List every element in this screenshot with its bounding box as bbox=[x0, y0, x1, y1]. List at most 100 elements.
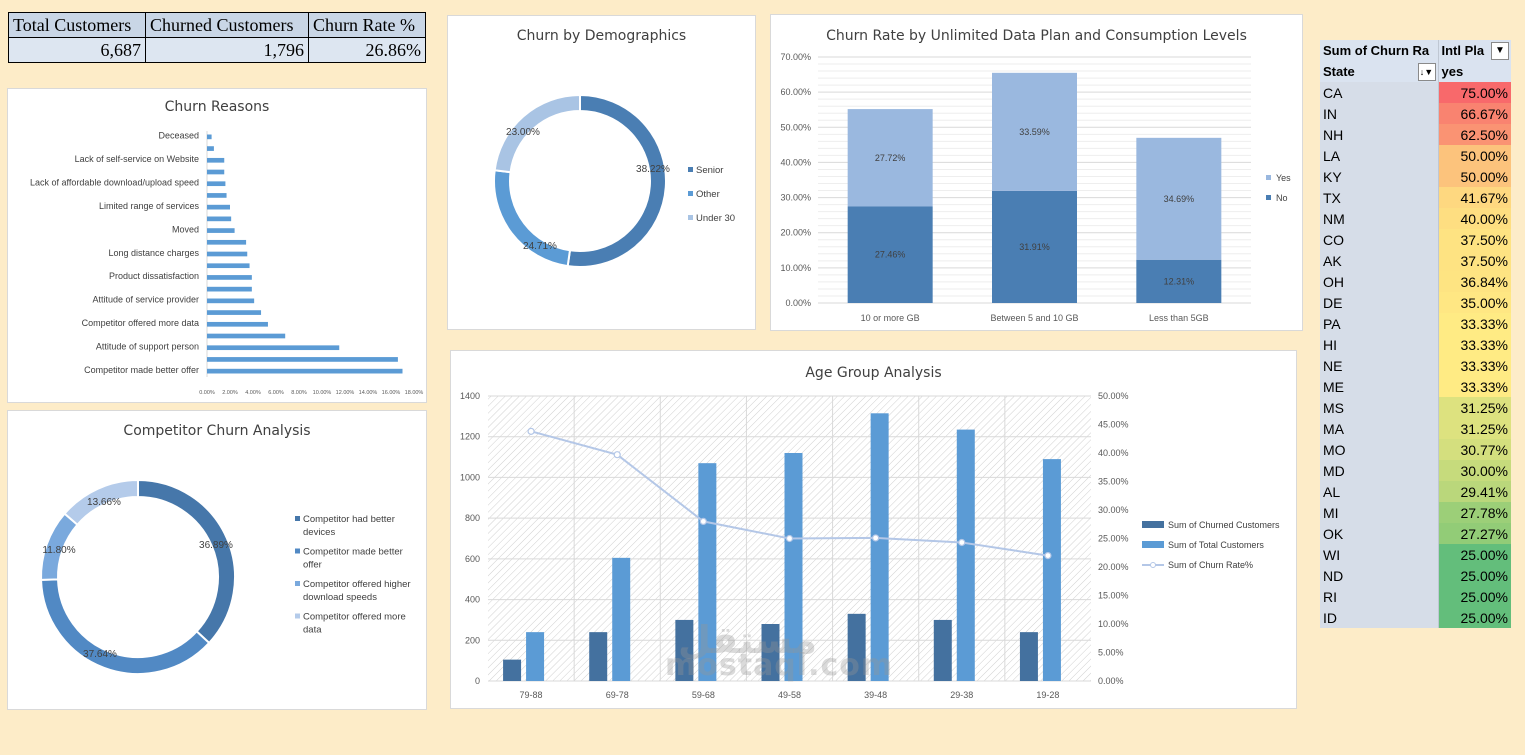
tick-label: 12.00% bbox=[336, 390, 355, 396]
category-label: Competitor offered more data bbox=[82, 318, 199, 328]
competitor-panel[interactable]: Competitor Churn Analysis 36.89% 37.64% 11… bbox=[7, 410, 427, 710]
demographics-panel[interactable]: Churn by Demographics 38.22% 24.71% 23.00%… bbox=[447, 15, 756, 330]
bar bbox=[207, 204, 230, 210]
legend-swatch bbox=[1266, 175, 1271, 180]
category-label: 59-68 bbox=[692, 690, 715, 700]
pivot-row: KY 50.00% bbox=[1320, 166, 1511, 187]
tick-label: 60.00% bbox=[780, 87, 811, 97]
tick-label: 2.00% bbox=[222, 390, 238, 396]
pivot-state: NE bbox=[1320, 355, 1439, 376]
bar bbox=[207, 263, 250, 269]
legend-label: Competitor made better offer bbox=[303, 547, 403, 571]
filter-icon[interactable]: ▼ bbox=[1491, 42, 1509, 60]
tick-label: 800 bbox=[465, 513, 480, 523]
bar bbox=[207, 216, 232, 222]
bar bbox=[1136, 259, 1222, 303]
unlimited-data-chart: 0.00% 10.00% 20.00% 30.00% 40.00% 50.00% 60.00… bbox=[780, 52, 1291, 323]
tick-label: 16.00% bbox=[382, 390, 401, 396]
pivot-rate: 33.33% bbox=[1438, 355, 1511, 376]
category-label: Lack of affordable download/upload speed bbox=[30, 177, 199, 187]
bar bbox=[207, 368, 403, 374]
pivot-state: MO bbox=[1320, 439, 1439, 460]
legend-marker bbox=[1150, 562, 1156, 568]
age-group-chart: 0 200 400 600 800 1000 1200 1400 0.00% 5.00% 10.00… bbox=[460, 391, 1280, 700]
pivot-row: HI 33.33% bbox=[1320, 334, 1511, 355]
category-label: Competitor made better offer bbox=[84, 365, 199, 375]
pivot-state: ME bbox=[1320, 376, 1439, 397]
kpi-value-rate: 26.86% bbox=[308, 37, 426, 63]
legend-swatch bbox=[295, 613, 300, 619]
pivot-row: LA 50.00% bbox=[1320, 145, 1511, 166]
data-label: 36.89% bbox=[199, 540, 233, 551]
pivot-header-filter[interactable]: Intl Pla ▼ bbox=[1438, 40, 1511, 61]
age-group-panel[interactable]: Age Group Analysis 0 200 400 600 800 1000 1200… bbox=[450, 350, 1297, 709]
bar bbox=[992, 72, 1077, 191]
bar bbox=[207, 345, 340, 351]
sort-filter-icon[interactable]: ↓▼ bbox=[1417, 63, 1436, 81]
tick-label: 10.00% bbox=[1098, 619, 1129, 629]
donut-slice bbox=[566, 93, 667, 268]
unlimited-data-panel[interactable]: Churn Rate by Unlimited Data Plan and Co… bbox=[770, 14, 1303, 331]
legend-label: Competitor offered more data bbox=[303, 612, 406, 636]
tick-label: 18.00% bbox=[405, 390, 424, 396]
pivot-row: DE 35.00% bbox=[1320, 292, 1511, 313]
pivot-state: CO bbox=[1320, 229, 1439, 250]
tick-label: 0.00% bbox=[199, 390, 215, 396]
tick-label: 200 bbox=[465, 635, 480, 645]
legend-swatch bbox=[688, 191, 693, 196]
pivot-state: CA bbox=[1320, 82, 1439, 103]
tick-label: 10.00% bbox=[313, 390, 332, 396]
bar bbox=[207, 321, 268, 327]
data-label: 27.46% bbox=[875, 250, 906, 260]
pivot-state: AL bbox=[1320, 481, 1439, 502]
bar bbox=[207, 275, 252, 280]
pivot-row: MS 31.25% bbox=[1320, 397, 1511, 418]
tick-label: 8.00% bbox=[291, 390, 307, 396]
tick-label: 6.00% bbox=[268, 390, 284, 396]
pivot-state: NM bbox=[1320, 208, 1439, 229]
pivot-rate: 35.00% bbox=[1438, 292, 1511, 313]
pivot-row: RI 25.00% bbox=[1320, 586, 1511, 607]
legend-label: Yes bbox=[1276, 173, 1291, 183]
data-label: 38.22% bbox=[636, 164, 670, 175]
tick-label: 35.00% bbox=[1098, 477, 1129, 487]
pivot-row: CO 37.50% bbox=[1320, 229, 1511, 250]
bar bbox=[207, 228, 235, 233]
category-label: 29-38 bbox=[950, 690, 973, 700]
tick-label: 50.00% bbox=[780, 122, 811, 132]
pivot-rate: 66.67% bbox=[1438, 103, 1511, 124]
bar bbox=[207, 357, 398, 362]
pivot-rate: 29.41% bbox=[1438, 481, 1511, 502]
bar bbox=[207, 333, 286, 339]
pivot-row-label[interactable]: State ↓▼ bbox=[1320, 61, 1439, 82]
category-label: Moved bbox=[172, 224, 199, 234]
pivot-state: DE bbox=[1320, 292, 1439, 313]
bar bbox=[526, 632, 545, 681]
tick-label: 20.00% bbox=[1098, 562, 1129, 572]
legend-label: Sum of Churned Customers bbox=[1168, 520, 1280, 530]
pivot-row: CA 75.00% bbox=[1320, 82, 1511, 103]
pivot-state: OH bbox=[1320, 271, 1439, 292]
pivot-row: ID 25.00% bbox=[1320, 607, 1511, 628]
bar bbox=[207, 298, 255, 304]
line-point bbox=[872, 534, 880, 542]
competitor-chart: 36.89% 37.64% 11.80% 13.66% Competitor had b… bbox=[40, 478, 411, 675]
bar bbox=[207, 157, 225, 163]
pivot-state: WI bbox=[1320, 544, 1439, 565]
data-label: 23.00% bbox=[506, 127, 540, 138]
legend-label: Competitor had better devices bbox=[303, 514, 395, 538]
chart-title: Age Group Analysis bbox=[805, 365, 942, 381]
watermark-latin: mostaql.com bbox=[665, 648, 894, 683]
legend-swatch bbox=[1142, 521, 1164, 528]
pivot-row: MA 31.25% bbox=[1320, 418, 1511, 439]
pivot-row: IN 66.67% bbox=[1320, 103, 1511, 124]
category-label: 10 or more GB bbox=[861, 313, 920, 323]
pivot-rate: 25.00% bbox=[1438, 586, 1511, 607]
churn-reasons-panel[interactable]: Churn Reasons Competitor made better off… bbox=[7, 88, 427, 403]
tick-label: 70.00% bbox=[780, 52, 811, 62]
tick-label: 4.00% bbox=[245, 390, 261, 396]
data-label: 13.66% bbox=[87, 497, 121, 508]
tick-label: 0 bbox=[475, 676, 480, 686]
pivot-rate: 33.33% bbox=[1438, 334, 1511, 355]
pivot-rate: 37.50% bbox=[1438, 229, 1511, 250]
